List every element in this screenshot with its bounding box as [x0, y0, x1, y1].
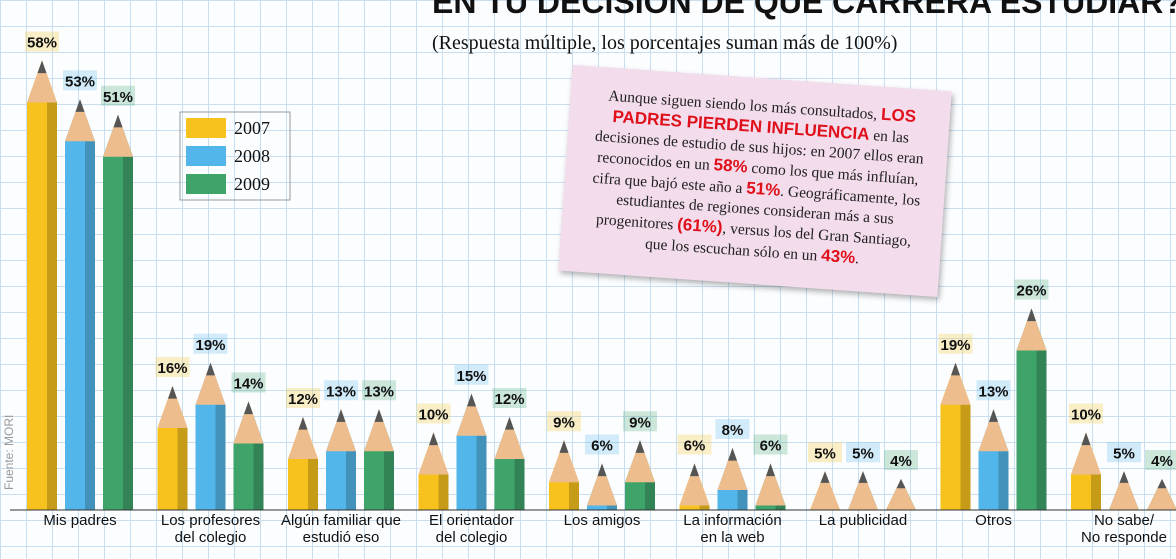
pencil-lead	[1082, 433, 1091, 446]
value-label: 6%	[684, 438, 706, 455]
pencil-lead	[38, 61, 47, 74]
pencil-lead	[337, 409, 346, 422]
pencil-lead	[1027, 309, 1036, 322]
pencil-lead	[1158, 479, 1167, 488]
note-box: Aunque siguen siendo los más consultados…	[558, 65, 951, 297]
x-tick-label: El orientador del colegio	[407, 512, 537, 546]
x-tick-label: Los amigos	[537, 512, 667, 529]
value-label: 53%	[65, 73, 95, 90]
pencil-shade	[776, 506, 786, 511]
pencil-lead	[560, 440, 569, 453]
note-text: .	[855, 250, 860, 267]
value-label: 8%	[722, 422, 744, 439]
pencil-shade	[439, 475, 449, 511]
value-label: 4%	[890, 453, 912, 470]
value-label: 4%	[1151, 453, 1173, 470]
pencil-lead	[467, 394, 476, 407]
pencil-shade	[123, 157, 133, 510]
pencil-shade	[384, 451, 394, 510]
pencil-lead	[859, 471, 868, 483]
pencil-shade	[645, 482, 655, 510]
pencil-shade	[569, 482, 579, 510]
legend-swatch	[186, 174, 226, 194]
pencil-lead	[766, 464, 775, 477]
x-tick-label: La información en la web	[668, 512, 798, 546]
value-label: 58%	[27, 35, 57, 52]
pencil-lead	[429, 433, 438, 446]
pencil-lead	[244, 402, 253, 415]
note-emphasis: (61%)	[677, 215, 724, 237]
value-label: 15%	[456, 368, 486, 385]
pencil-shade	[254, 444, 264, 511]
value-label: 5%	[814, 445, 836, 462]
pencil-lead	[114, 115, 123, 128]
pencil-lead	[1120, 471, 1129, 483]
pencil-lead	[168, 386, 177, 399]
pencil-shade	[515, 459, 525, 510]
pencil-shade	[477, 436, 487, 510]
page: EN TU DECISIÓN DE QUÉ CARRERA ESTUDIAR? …	[0, 0, 1176, 559]
pencil-shade	[738, 490, 748, 510]
value-label: 14%	[233, 376, 263, 393]
x-tick-label: Algún familiar que estudió eso	[276, 512, 406, 546]
value-label: 26%	[1016, 283, 1046, 300]
pencil-lead	[728, 448, 737, 461]
pencil-shade	[47, 103, 57, 511]
value-label: 6%	[591, 438, 613, 455]
value-label: 9%	[629, 414, 651, 431]
value-label: 9%	[553, 414, 575, 431]
pencil-shade	[1037, 351, 1047, 511]
x-tick-label: La publicidad	[798, 512, 928, 529]
x-tick-label: Mis padres	[15, 512, 145, 529]
value-label: 13%	[978, 383, 1008, 400]
legend-label: 2009	[234, 174, 270, 194]
value-label: 10%	[418, 407, 448, 424]
note-emphasis: 58%	[713, 155, 748, 176]
value-label: 19%	[940, 337, 970, 354]
source: Fuente: MORI	[2, 415, 16, 490]
pencil-lead	[951, 363, 960, 376]
x-tick-label: Los profesores del colegio	[146, 512, 276, 546]
pencil-lead	[598, 464, 607, 477]
pencil-lead	[375, 409, 384, 422]
pencil-shade	[999, 451, 1009, 510]
x-tick-label: Otros	[929, 512, 1059, 529]
pencil-shade	[700, 506, 710, 511]
pencil-lead	[299, 417, 308, 430]
value-label: 10%	[1071, 407, 1101, 424]
value-label: 13%	[326, 383, 356, 400]
pencil-lead	[206, 363, 215, 376]
pencil-lead	[76, 99, 85, 112]
legend-label: 2007	[234, 118, 270, 138]
legend-swatch	[186, 118, 226, 138]
pencil-lead	[636, 440, 645, 453]
x-tick-label: No sabe/ No responde	[1059, 512, 1176, 546]
pencil-shade	[607, 506, 617, 511]
pencil-shade	[178, 428, 188, 510]
pencil-lead	[505, 417, 514, 430]
value-label: 13%	[364, 383, 394, 400]
value-label: 51%	[103, 89, 133, 106]
legend-swatch	[186, 146, 226, 166]
note-emphasis: 43%	[821, 246, 856, 267]
pencil-shade	[216, 405, 226, 510]
pencil-shade	[961, 405, 971, 510]
pencil-lead	[690, 464, 699, 477]
value-label: 19%	[195, 337, 225, 354]
value-label: 5%	[1113, 445, 1135, 462]
value-label: 5%	[852, 445, 874, 462]
pencil-lead	[821, 471, 830, 483]
value-label: 12%	[288, 391, 318, 408]
pencil-shade	[1091, 475, 1101, 511]
value-label: 6%	[760, 438, 782, 455]
pencil-shade	[85, 141, 95, 510]
pencil-shade	[308, 459, 318, 510]
pencil-shade	[346, 451, 356, 510]
value-label: 12%	[494, 391, 524, 408]
note-emphasis: 51%	[746, 178, 781, 199]
value-label: 16%	[157, 360, 187, 377]
pencil-lead	[989, 409, 998, 422]
pencil-lead	[897, 479, 906, 488]
legend-label: 2008	[234, 146, 270, 166]
